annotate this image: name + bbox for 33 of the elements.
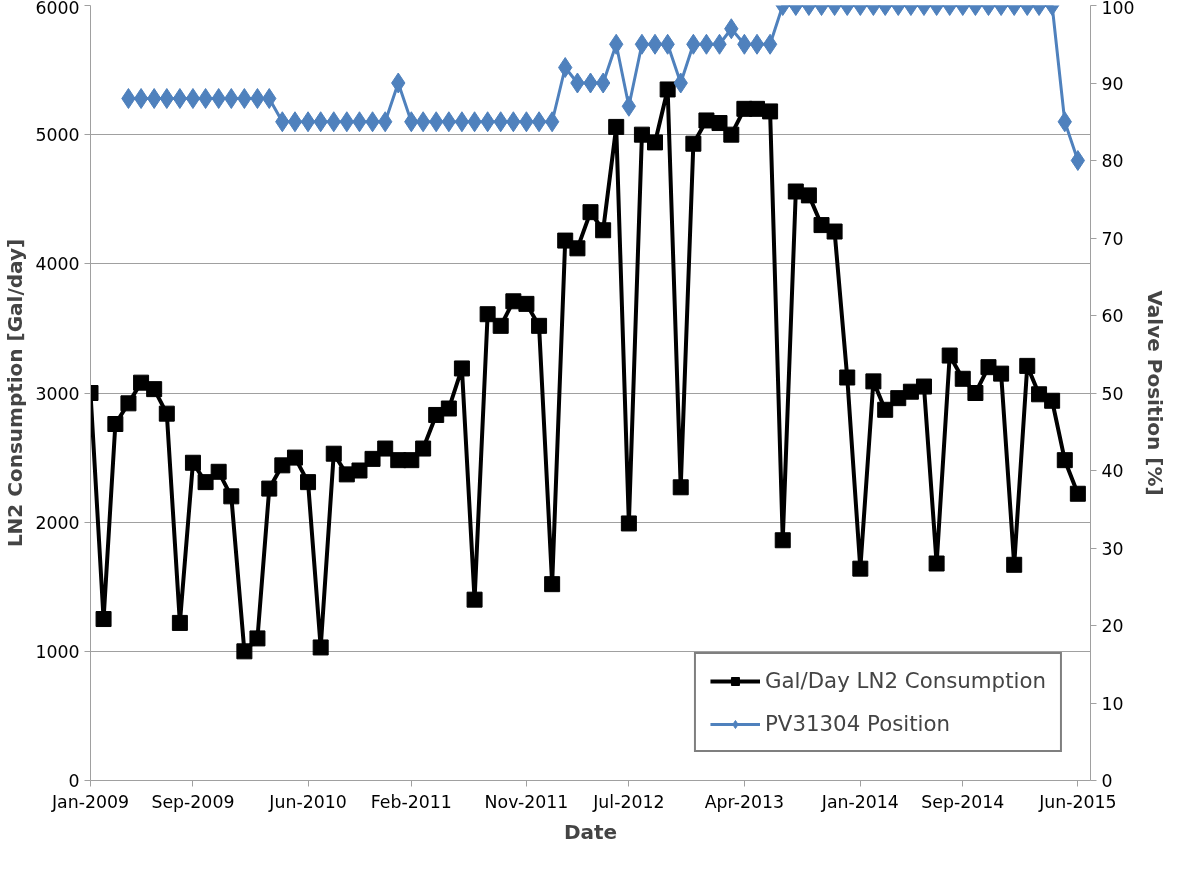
- x-tick-label: Jun-2010: [268, 791, 347, 812]
- legend-label: PV31304 Position: [764, 711, 951, 736]
- y-tick-label: 5000: [35, 125, 80, 146]
- y2-tick-label: 60: [1101, 306, 1124, 326]
- x-tick-label: Jan-2009: [50, 791, 130, 812]
- x-tick-label: Sep-2009: [151, 791, 235, 812]
- y-tick-label: 1000: [35, 641, 80, 662]
- y-tick-label: 2000: [35, 512, 80, 533]
- y-tick-label: 0: [68, 771, 80, 791]
- x-tick-label: Jun-2015: [1038, 791, 1117, 812]
- x-tick-label: Jul-2012: [592, 791, 665, 812]
- y-axis-title: LN2 Consumption [Gal/day]: [3, 238, 28, 548]
- y-tick-label: 3000: [35, 383, 80, 404]
- y2-tick-label: 50: [1101, 383, 1124, 404]
- legend-label: Gal/Day LN2 Consumption: [764, 668, 1046, 693]
- y2-tick-label: 20: [1101, 616, 1124, 636]
- y-tick-label: 6000: [35, 0, 80, 18]
- y2-axis-title: Valve Position [%]: [1142, 290, 1167, 496]
- x-tick-label: Feb-2011: [370, 791, 452, 812]
- x-tick-label: Nov-2011: [484, 791, 569, 812]
- y2-tick-label: 70: [1101, 228, 1124, 249]
- x-tick-label: Apr-2013: [704, 791, 784, 812]
- y2-tick-label: 0: [1101, 771, 1113, 791]
- x-axis-title: Date: [563, 819, 618, 844]
- y2-tick-label: 10: [1101, 693, 1124, 714]
- x-tick-label: Sep-2014: [921, 791, 1005, 812]
- y-tick-label: 4000: [35, 254, 80, 275]
- y2-tick-label: 90: [1101, 73, 1124, 94]
- y2-tick-label: 80: [1101, 151, 1124, 171]
- y2-tick-label: 40: [1101, 461, 1124, 481]
- y2-tick-label: 30: [1101, 538, 1124, 559]
- y2-tick-label: 100: [1101, 0, 1135, 18]
- x-tick-label: Jan-2014: [820, 791, 899, 812]
